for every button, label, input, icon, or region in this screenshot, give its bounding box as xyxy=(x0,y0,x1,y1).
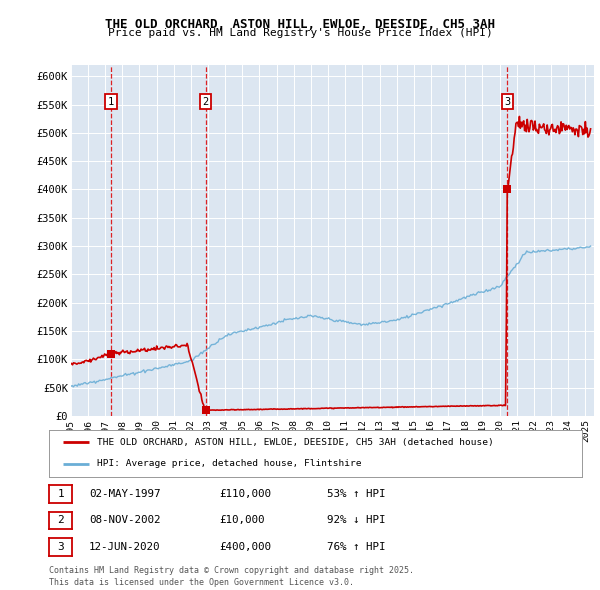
Text: THE OLD ORCHARD, ASTON HILL, EWLOE, DEESIDE, CH5 3AH: THE OLD ORCHARD, ASTON HILL, EWLOE, DEES… xyxy=(105,18,495,31)
Text: Contains HM Land Registry data © Crown copyright and database right 2025.
This d: Contains HM Land Registry data © Crown c… xyxy=(49,566,414,587)
Text: £400,000: £400,000 xyxy=(219,542,271,552)
Text: £10,000: £10,000 xyxy=(219,516,265,525)
Text: Price paid vs. HM Land Registry's House Price Index (HPI): Price paid vs. HM Land Registry's House … xyxy=(107,28,493,38)
Text: 76% ↑ HPI: 76% ↑ HPI xyxy=(327,542,386,552)
Text: £110,000: £110,000 xyxy=(219,489,271,499)
Text: 12-JUN-2020: 12-JUN-2020 xyxy=(89,542,160,552)
Text: 1: 1 xyxy=(108,97,114,107)
Text: 3: 3 xyxy=(504,97,511,107)
Text: 2: 2 xyxy=(203,97,209,107)
Text: HPI: Average price, detached house, Flintshire: HPI: Average price, detached house, Flin… xyxy=(97,460,362,468)
Text: 1: 1 xyxy=(57,489,64,499)
Text: 92% ↓ HPI: 92% ↓ HPI xyxy=(327,516,386,525)
Text: 08-NOV-2002: 08-NOV-2002 xyxy=(89,516,160,525)
Text: THE OLD ORCHARD, ASTON HILL, EWLOE, DEESIDE, CH5 3AH (detached house): THE OLD ORCHARD, ASTON HILL, EWLOE, DEES… xyxy=(97,438,494,447)
Text: 2: 2 xyxy=(57,516,64,525)
Text: 53% ↑ HPI: 53% ↑ HPI xyxy=(327,489,386,499)
Text: 3: 3 xyxy=(57,542,64,552)
Text: 02-MAY-1997: 02-MAY-1997 xyxy=(89,489,160,499)
